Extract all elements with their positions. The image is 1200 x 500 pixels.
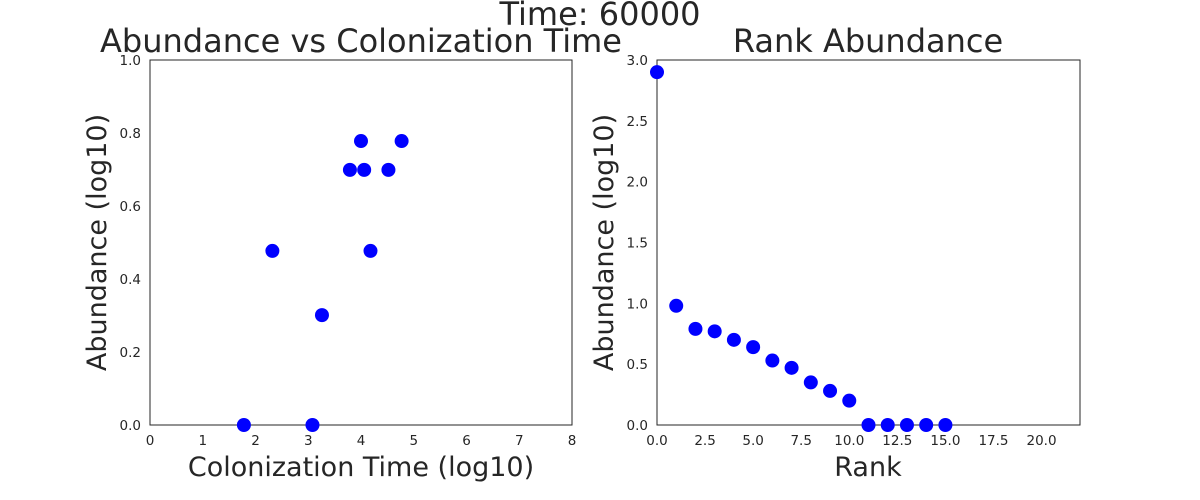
colonization-plot-area <box>149 59 573 426</box>
colonization-y-tick-label: 0.6 <box>120 199 141 215</box>
colonization-points <box>236 134 409 432</box>
colonization-data-point <box>363 243 378 258</box>
colonization-x-axis-label: Colonization Time (log10) <box>188 452 534 483</box>
colonization-x-tick-label: 3 <box>304 433 313 449</box>
rank-abundance-x-tick-label: 15.0 <box>930 433 960 449</box>
colonization-y-tick-label: 0.8 <box>120 126 141 142</box>
rank-abundance-y-tick-label: 3.0 <box>627 53 648 69</box>
colonization-x-tick-label: 5 <box>409 433 418 449</box>
rank-abundance-panel: Rank Abundance 0.0 2.5 5.0 7.5 10.0 12.5 15.0 1… <box>589 22 1081 483</box>
rank-abundance-y-tick-label: 0.5 <box>627 357 648 373</box>
rank-abundance-x-tick-label: 5.0 <box>742 433 763 449</box>
rank-abundance-data-point <box>823 383 838 398</box>
rank-abundance-data-point <box>803 375 818 390</box>
rank-abundance-data-point <box>880 418 895 432</box>
rank-abundance-x-tick-label: 2.5 <box>694 433 715 449</box>
colonization-data-point <box>265 243 280 258</box>
colonization-y-tick-label: 0.0 <box>120 418 141 434</box>
rank-abundance-points <box>650 65 953 432</box>
colonization-x-tick-label: 6 <box>462 433 471 449</box>
rank-abundance-ticks: 0.0 2.5 5.0 7.5 10.0 12.5 15.0 17.5 20.0 0.0 0.5 1.… <box>627 53 1057 449</box>
colonization-x-tick-label: 7 <box>515 433 524 449</box>
colonization-y-tick-label: 1.0 <box>120 53 141 69</box>
rank-abundance-y-axis-label: Abundance (log10) <box>589 114 620 371</box>
rank-abundance-data-point <box>765 353 780 368</box>
rank-abundance-data-point <box>842 393 857 408</box>
rank-abundance-y-tick-label: 2.0 <box>627 175 648 191</box>
colonization-data-point <box>357 162 372 177</box>
colonization-y-tick-label: 0.4 <box>120 272 141 288</box>
rank-abundance-data-point <box>650 65 664 80</box>
rank-abundance-x-tick-label: 0.0 <box>646 433 667 449</box>
rank-abundance-data-point <box>899 418 914 432</box>
colonization-time-panel: Abundance vs Colonization Time 0 1 2 3 4 5 6 7 8… <box>82 22 622 483</box>
rank-abundance-y-tick-label: 2.5 <box>627 114 648 130</box>
rank-abundance-data-point <box>784 360 799 375</box>
rank-abundance-data-point <box>707 324 722 339</box>
rank-abundance-y-tick-label: 0.0 <box>627 418 648 434</box>
colonization-data-point <box>314 308 329 323</box>
colonization-data-point <box>305 418 320 432</box>
rank-abundance-x-tick-label: 12.5 <box>882 433 912 449</box>
rank-abundance-plot-area <box>656 59 1081 426</box>
colonization-y-axis-label: Abundance (log10) <box>82 114 113 371</box>
rank-abundance-x-tick-label: 17.5 <box>978 433 1008 449</box>
rank-abundance-x-tick-label: 20.0 <box>1027 433 1057 449</box>
rank-abundance-data-point <box>938 418 953 432</box>
rank-abundance-data-point <box>861 418 876 432</box>
figure-suptitle: Time: 60000 <box>498 0 700 33</box>
rank-abundance-chart-title: Rank Abundance <box>733 22 1003 60</box>
colonization-data-point <box>342 162 357 177</box>
colonization-data-point <box>354 134 368 149</box>
rank-abundance-x-tick-label: 10.0 <box>834 433 864 449</box>
rank-abundance-y-tick-label: 1.5 <box>627 236 648 252</box>
colonization-ticks: 0 1 2 3 4 5 6 7 8 0.0 0.2 0.4 0.6 0.8 1.0 <box>120 53 577 449</box>
colonization-data-point <box>381 162 396 177</box>
rank-abundance-y-tick-label: 1.0 <box>627 296 648 312</box>
rank-abundance-data-point <box>726 332 741 347</box>
colonization-x-tick-label: 4 <box>357 433 366 449</box>
rank-abundance-x-tick-label: 7.5 <box>790 433 811 449</box>
colonization-y-tick-label: 0.2 <box>120 345 141 361</box>
rank-abundance-x-axis-label: Rank <box>834 452 902 483</box>
colonization-data-point <box>236 418 251 432</box>
colonization-x-tick-label: 8 <box>568 433 577 449</box>
rank-abundance-data-point <box>919 418 934 432</box>
rank-abundance-data-point <box>688 321 703 336</box>
colonization-x-tick-label: 0 <box>146 433 155 449</box>
colonization-x-tick-label: 2 <box>251 433 260 449</box>
colonization-data-point <box>394 134 409 149</box>
rank-abundance-data-point <box>669 298 684 313</box>
rank-abundance-data-point <box>746 340 761 355</box>
colonization-x-tick-label: 1 <box>198 433 207 449</box>
colonization-chart-title: Abundance vs Colonization Time <box>100 22 622 60</box>
